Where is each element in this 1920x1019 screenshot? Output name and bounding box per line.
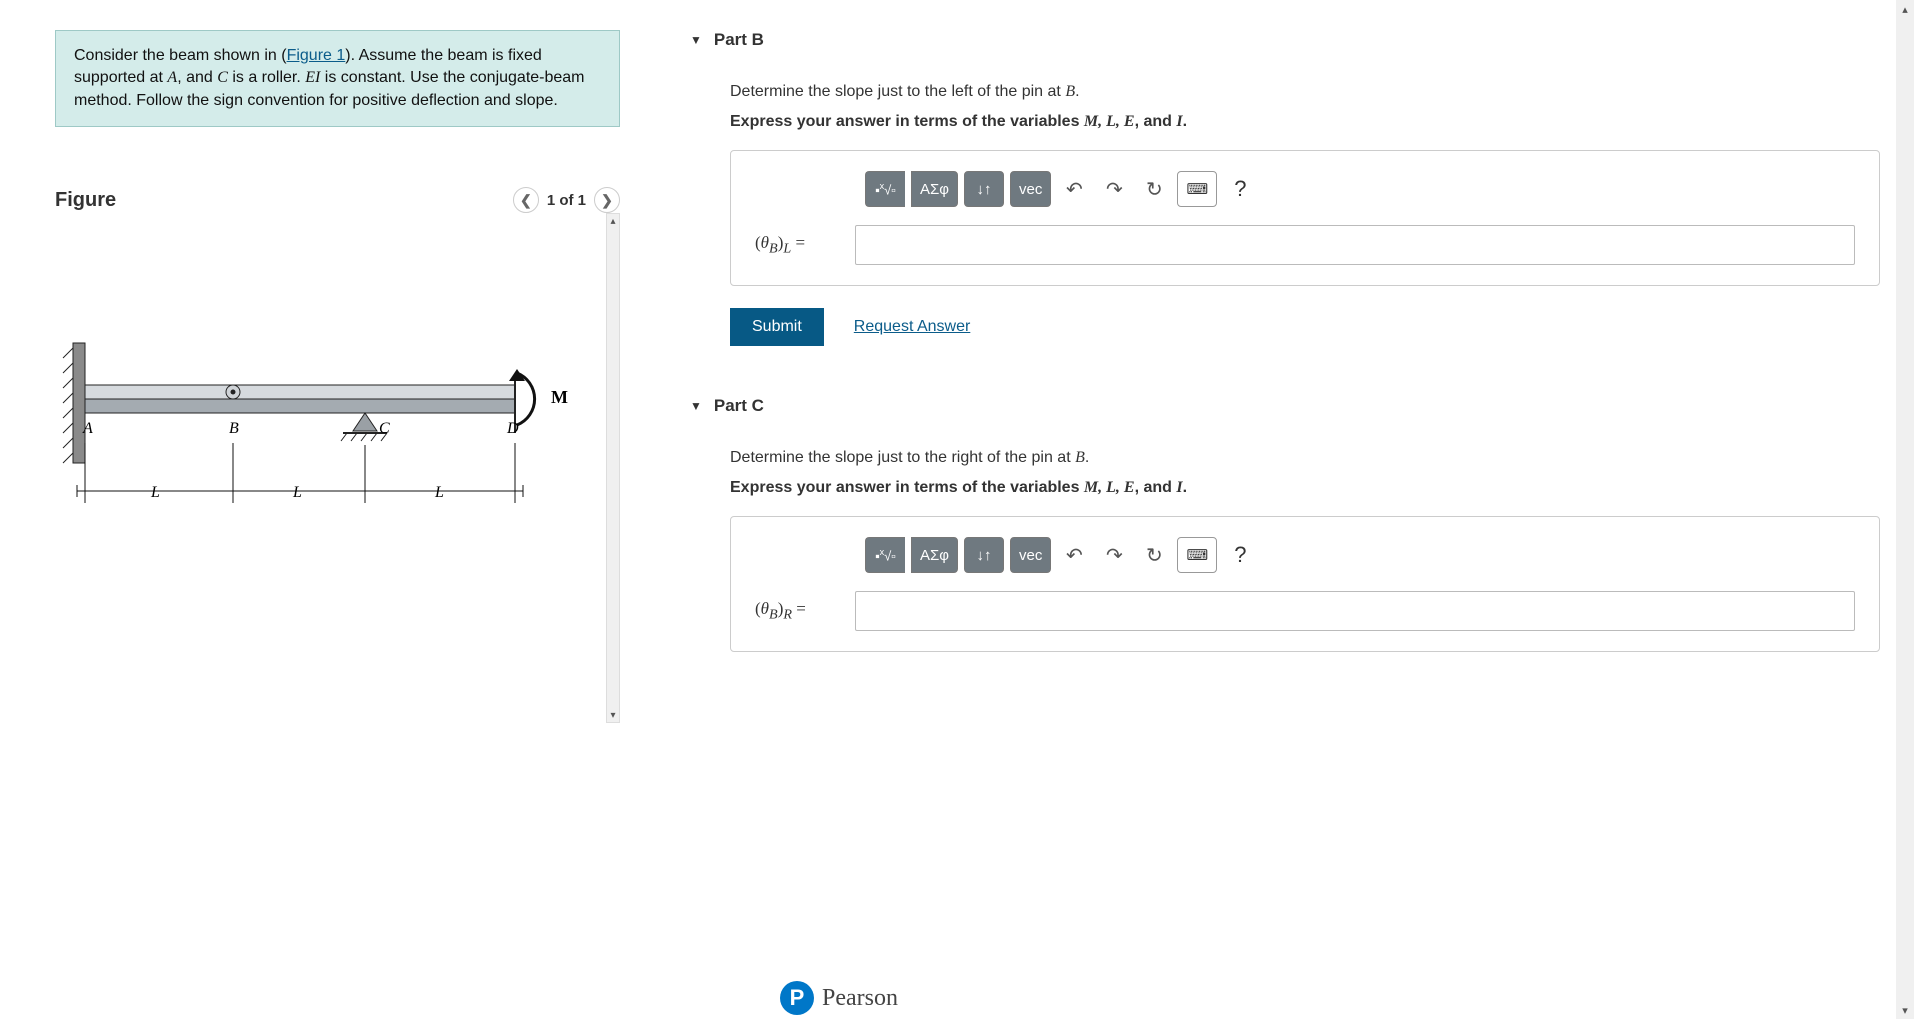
vec-button[interactable]: vec bbox=[1010, 537, 1051, 573]
reset-button[interactable]: ↻ bbox=[1137, 171, 1171, 207]
figure-counter: 1 of 1 bbox=[547, 192, 586, 209]
answer-area-b: ▪x√▫ ΑΣφ ↓↑ vec ↶ ↷ ↻ ⌨ ? (θB)L = bbox=[730, 150, 1880, 286]
answer-input-c[interactable] bbox=[855, 591, 1855, 631]
answer-area-c: ▪x√▫ ΑΣφ ↓↑ vec ↶ ↷ ↻ ⌨ ? (θB)R = bbox=[730, 516, 1880, 652]
reset-button[interactable]: ↻ bbox=[1137, 537, 1171, 573]
undo-button[interactable]: ↶ bbox=[1057, 537, 1091, 573]
answer-input-b[interactable] bbox=[855, 225, 1855, 265]
label-M: M bbox=[551, 387, 568, 407]
figure-heading: Figure bbox=[55, 189, 116, 212]
page-scrollbar[interactable]: ▴ ▾ bbox=[1896, 0, 1914, 1019]
templates-button[interactable]: ▪x√▫ bbox=[865, 537, 905, 573]
part-b-header[interactable]: ▼ Part B bbox=[690, 30, 1880, 50]
sort-button[interactable]: ↓↑ bbox=[964, 537, 1004, 573]
figure-next-button[interactable]: ❯ bbox=[594, 187, 620, 213]
answer-label-b: (θB)L = bbox=[755, 233, 845, 257]
svg-text:B: B bbox=[229, 420, 239, 437]
part-b-instruction: Determine the slope just to the left of … bbox=[730, 80, 1880, 104]
part-c-format: Express your answer in terms of the vari… bbox=[730, 476, 1880, 500]
figure-link[interactable]: Figure 1 bbox=[287, 47, 346, 64]
scroll-up-icon[interactable]: ▴ bbox=[607, 214, 619, 228]
help-button[interactable]: ? bbox=[1223, 537, 1257, 573]
svg-text:A: A bbox=[82, 420, 93, 437]
svg-text:L: L bbox=[434, 484, 444, 501]
help-button[interactable]: ? bbox=[1223, 171, 1257, 207]
vec-button[interactable]: vec bbox=[1010, 171, 1051, 207]
svg-text:L: L bbox=[150, 484, 160, 501]
problem-statement: Consider the beam shown in (Figure 1). A… bbox=[55, 30, 620, 127]
redo-button[interactable]: ↷ bbox=[1097, 171, 1131, 207]
submit-button-b[interactable]: Submit bbox=[730, 308, 824, 346]
sort-button[interactable]: ↓↑ bbox=[964, 171, 1004, 207]
request-answer-link-b[interactable]: Request Answer bbox=[854, 318, 971, 336]
part-c-header[interactable]: ▼ Part C bbox=[690, 396, 1880, 416]
svg-text:L: L bbox=[292, 484, 302, 501]
svg-text:D: D bbox=[506, 420, 519, 437]
redo-button[interactable]: ↷ bbox=[1097, 537, 1131, 573]
templates-button[interactable]: ▪x√▫ bbox=[865, 171, 905, 207]
svg-text:C: C bbox=[379, 420, 390, 437]
part-b-format: Express your answer in terms of the vari… bbox=[730, 110, 1880, 134]
part-c-instruction: Determine the slope just to the right of… bbox=[730, 446, 1880, 470]
caret-down-icon: ▼ bbox=[690, 33, 702, 47]
scroll-up-icon[interactable]: ▴ bbox=[1896, 0, 1914, 18]
scroll-down-icon[interactable]: ▾ bbox=[607, 708, 619, 722]
caret-down-icon: ▼ bbox=[690, 399, 702, 413]
pearson-logo-icon: P bbox=[780, 981, 814, 1015]
greek-button[interactable]: ΑΣφ bbox=[911, 171, 958, 207]
keyboard-button[interactable]: ⌨ bbox=[1177, 171, 1217, 207]
figure-prev-button[interactable]: ❮ bbox=[513, 187, 539, 213]
beam-diagram: M A B C D L L L bbox=[55, 333, 575, 533]
answer-label-c: (θB)R = bbox=[755, 599, 845, 623]
pearson-footer: P Pearson bbox=[780, 981, 898, 1015]
figure-scrollbar[interactable]: ▴ ▾ bbox=[606, 213, 620, 723]
undo-button[interactable]: ↶ bbox=[1057, 171, 1091, 207]
scroll-down-icon[interactable]: ▾ bbox=[1896, 1001, 1914, 1019]
figure-panel: M A B C D L L L ▴ ▾ bbox=[55, 333, 620, 593]
greek-button[interactable]: ΑΣφ bbox=[911, 537, 958, 573]
keyboard-button[interactable]: ⌨ bbox=[1177, 537, 1217, 573]
